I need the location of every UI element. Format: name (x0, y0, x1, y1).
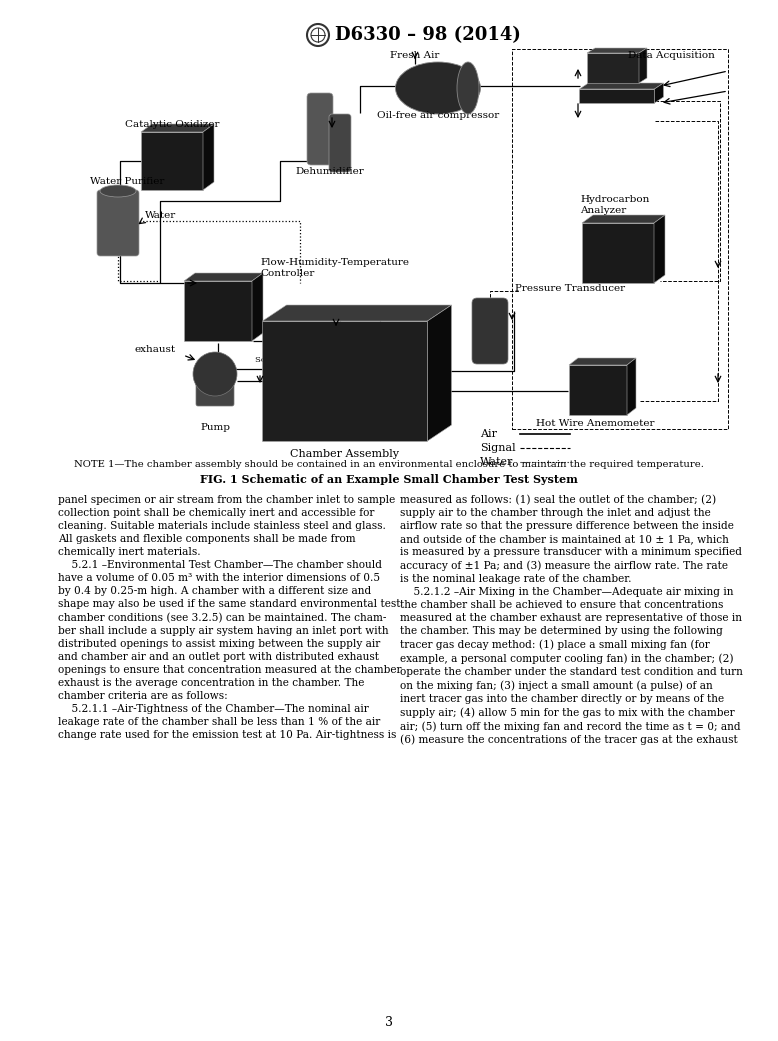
Text: Water: Water (145, 211, 177, 221)
FancyBboxPatch shape (97, 191, 139, 256)
Text: D6330 – 98 (2014): D6330 – 98 (2014) (335, 26, 521, 44)
Text: Data Acquisition: Data Acquisition (628, 51, 715, 60)
Polygon shape (587, 48, 647, 53)
Text: Water Purifier: Water Purifier (90, 177, 164, 186)
Ellipse shape (457, 62, 479, 115)
Polygon shape (627, 358, 636, 415)
FancyBboxPatch shape (196, 372, 234, 406)
Polygon shape (580, 88, 654, 103)
Text: Air: Air (480, 429, 497, 439)
FancyBboxPatch shape (307, 93, 333, 166)
Text: Flow-Humidity-Temperature
Controller: Flow-Humidity-Temperature Controller (260, 258, 409, 278)
Polygon shape (639, 48, 647, 83)
Text: 3: 3 (385, 1016, 393, 1030)
Text: Chamber Assembly: Chamber Assembly (290, 449, 399, 459)
Text: GC Injection Port: GC Injection Port (348, 323, 421, 331)
FancyBboxPatch shape (329, 115, 351, 172)
Text: Hot Wire Anemometer: Hot Wire Anemometer (536, 418, 654, 428)
Text: Oil-free air compressor: Oil-free air compressor (377, 111, 499, 120)
Polygon shape (262, 321, 427, 441)
Text: Water: Water (480, 457, 513, 467)
Text: Dehumidifier: Dehumidifier (296, 167, 364, 176)
Polygon shape (580, 83, 664, 88)
Text: Sorption Tube: Sorption Tube (255, 356, 316, 364)
Text: measured as follows: (1) seal the outlet of the chamber; (2)
supply air to the c: measured as follows: (1) seal the outlet… (400, 496, 743, 745)
Polygon shape (569, 365, 627, 415)
Polygon shape (569, 358, 636, 365)
FancyBboxPatch shape (472, 298, 508, 364)
Text: Pressure Transducer: Pressure Transducer (515, 284, 626, 293)
Polygon shape (654, 83, 664, 103)
Text: panel specimen or air stream from the chamber inlet to sample
collection point s: panel specimen or air stream from the ch… (58, 496, 401, 740)
Polygon shape (587, 53, 639, 83)
Polygon shape (141, 132, 203, 191)
Polygon shape (427, 305, 451, 441)
Text: Hydrocarbon
Analyzer: Hydrocarbon Analyzer (580, 195, 650, 215)
Text: FIG. 1 Schematic of an Example Small Chamber Test System: FIG. 1 Schematic of an Example Small Cha… (200, 474, 578, 485)
Text: Pump: Pump (200, 423, 230, 432)
Text: exhaust: exhaust (135, 345, 176, 354)
Text: Catalytic Oxidizer: Catalytic Oxidizer (124, 120, 219, 129)
Text: Fresh Air: Fresh Air (391, 51, 440, 60)
Text: NOTE 1—The chamber assembly should be contained in an environmental enclosure to: NOTE 1—The chamber assembly should be co… (74, 460, 704, 469)
Text: Signal: Signal (480, 443, 516, 453)
Polygon shape (262, 305, 451, 321)
Polygon shape (582, 223, 654, 283)
Circle shape (193, 352, 237, 396)
Polygon shape (203, 124, 214, 191)
Polygon shape (184, 281, 252, 341)
Polygon shape (141, 124, 214, 132)
Polygon shape (252, 273, 263, 341)
Polygon shape (582, 215, 665, 223)
Polygon shape (184, 273, 263, 281)
Circle shape (311, 28, 325, 42)
Ellipse shape (395, 62, 481, 115)
Ellipse shape (100, 185, 136, 197)
Circle shape (307, 24, 329, 46)
Polygon shape (654, 215, 665, 283)
